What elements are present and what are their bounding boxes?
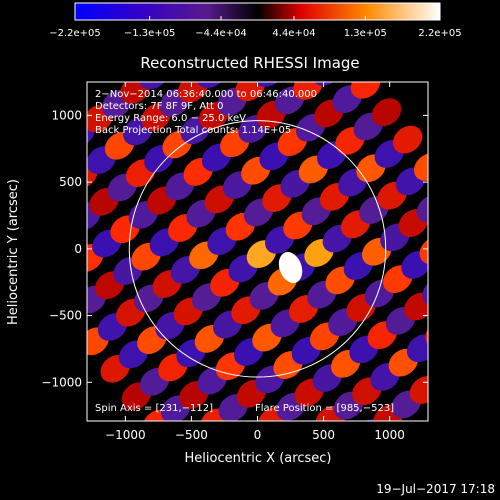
colorbar-gradient xyxy=(74,2,441,21)
fringe-blob xyxy=(427,361,428,390)
chart-title: Reconstructed RHESSI Image xyxy=(140,54,359,72)
colorbar-tick-label: 2.2e+05 xyxy=(418,28,461,39)
annotation-time: 2−Nov−2014 06:36:40.000 to 06:46:40.000 xyxy=(95,89,317,100)
fringe-blob xyxy=(42,127,82,166)
fringe-blob xyxy=(432,217,472,256)
footer-date: 19−Jul−2017 17:18 xyxy=(376,482,495,496)
fringe-blob xyxy=(409,376,428,404)
spin-axis-label: Spin Axis = [231,−112] xyxy=(95,403,213,414)
fringe-blob xyxy=(414,153,428,181)
spin-axis-marker xyxy=(282,257,295,270)
x-tick-label: −500 xyxy=(175,428,208,442)
fringe-blob xyxy=(416,194,428,223)
flare-position-label: Flare Position = [985,−523] xyxy=(255,403,394,414)
y-tick-label: 0 xyxy=(74,242,82,256)
fringe-blob xyxy=(235,82,265,102)
y-axis: −1000 −500 0 500 1000 xyxy=(41,108,428,389)
x-tick-label: −1000 xyxy=(105,428,146,442)
y-tick-label: 500 xyxy=(59,175,82,189)
fringe-blob xyxy=(293,82,323,100)
solar-limb xyxy=(128,120,387,378)
fringe-blob xyxy=(419,236,428,265)
x-tick-label: 0 xyxy=(254,428,262,442)
annotation-energy: Energy Range: 6.0 − 25.0 keV xyxy=(95,113,246,124)
peak-source xyxy=(278,252,303,284)
fringe-blob xyxy=(406,334,428,363)
colorbar-tick-label: −1.3e+05 xyxy=(124,28,176,39)
colorbar: −2.2e+05 −1.3e+05 −4.4e+04 4.4e+04 1.3e+05 2.… xyxy=(49,2,462,39)
x-axis: −1000 −500 0 500 1000 xyxy=(105,82,405,442)
fringe-blob xyxy=(435,258,475,297)
colorbar-tick-label: −4.4e+04 xyxy=(195,28,247,39)
fringe-blob xyxy=(177,82,208,103)
y-tick-label: −1000 xyxy=(41,375,82,389)
x-tick-label: 1000 xyxy=(374,428,405,442)
fringe-blob xyxy=(350,82,381,99)
y-tick-label: 1000 xyxy=(51,108,82,122)
annotation-method: Back Projection Total counts: 1.14E+05 xyxy=(95,125,291,136)
image-blobs xyxy=(42,82,475,467)
fringe-blob xyxy=(50,253,90,292)
colorbar-tick-label: 1.3e+05 xyxy=(344,28,387,39)
fringe-blob xyxy=(392,125,423,154)
colorbar-tick-label: 4.4e+04 xyxy=(272,28,315,39)
fringe-blob xyxy=(331,428,371,467)
colorbar-tick-label: −2.2e+05 xyxy=(49,28,101,39)
annotation-detectors: Detectors: 7F 8F 9F, Att 0 xyxy=(95,101,223,112)
fringe-blob xyxy=(430,175,470,214)
x-tick-label: 500 xyxy=(312,428,335,442)
y-tick-label: −500 xyxy=(49,309,82,323)
x-axis-label: Heliocentric X (arcsec) xyxy=(185,451,332,466)
annotation-block: 2−Nov−2014 06:36:40.000 to 06:46:40.000 … xyxy=(95,89,317,136)
fringe-blob xyxy=(371,98,402,127)
y-axis-label: Heliocentric Y (arcsec) xyxy=(6,179,21,325)
